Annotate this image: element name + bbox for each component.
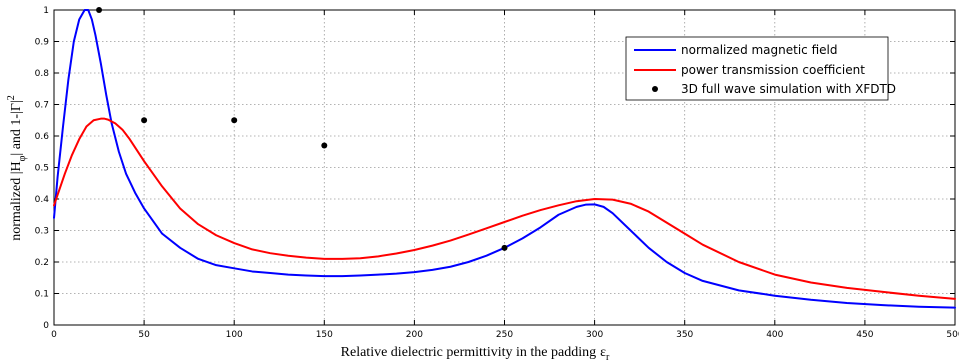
x-axis-label-subscript: r [606, 352, 610, 360]
data-point [96, 7, 103, 13]
series-line-0 [53, 9, 956, 309]
x-tick-label: 50 [138, 330, 150, 340]
y-tick-label: 0.8 [35, 69, 50, 79]
x-tick-label: 250 [496, 330, 513, 340]
ticks: 0 50 100 150 200 250 300 350 400 450 500 0 0.1 0.2 0.3… [35, 6, 959, 340]
y-tick-label: 0 [43, 321, 49, 331]
y-tick-label: 0.5 [35, 164, 49, 174]
legend-marker-xfdtd [652, 86, 658, 92]
x-tick-label: 400 [766, 330, 783, 340]
y-axis-label: normalized |Hφ| and 1-|Γ|2 [6, 95, 28, 241]
x-tick-label: 150 [316, 330, 333, 340]
series-line-1 [53, 117, 956, 300]
data-point [231, 117, 238, 124]
data-point [141, 117, 148, 124]
x-axis-label-text: Relative dielectric permittivity in the … [341, 345, 596, 360]
y-tick-label: 0.2 [35, 258, 49, 268]
x-tick-label: 0 [51, 330, 57, 340]
y-tick-label: 1 [43, 6, 49, 16]
y-tick-label: 0.1 [35, 290, 49, 300]
y-tick-label: 0.6 [35, 132, 50, 142]
series [53, 7, 956, 309]
y-tick-label: 0.4 [35, 195, 50, 205]
y-axis-label-sup: 2 [6, 95, 17, 100]
y-tick-label: 0.3 [35, 227, 49, 237]
legend-box [625, 36, 889, 101]
x-tick-label: 450 [856, 330, 873, 340]
y-tick-label: 0.7 [35, 101, 49, 111]
x-axis-label: Relative dielectric permittivity in the … [341, 345, 610, 360]
legend-label-xfdtd: 3D full wave simulation with XFDTD [681, 82, 896, 96]
x-tick-label: 200 [406, 330, 423, 340]
x-axis-label-symbol: ε [600, 345, 606, 360]
y-tick-label: 0.9 [35, 38, 50, 48]
y-axis-label-sub: φ [17, 155, 28, 161]
y-axis-label-pre: normalized |H [9, 161, 24, 240]
x-tick-label: 500 [946, 330, 959, 340]
x-tick-label: 100 [226, 330, 243, 340]
x-tick-label: 350 [676, 330, 693, 340]
data-point [321, 142, 328, 149]
data-point [501, 244, 508, 251]
legend: normalized magnetic field power transmis… [625, 36, 896, 101]
y-axis-label-mid: | and 1-|Γ| [9, 100, 24, 155]
legend-label-magnetic-field: normalized magnetic field [681, 43, 838, 57]
legend-label-power-transmission: power transmission coefficient [681, 63, 865, 77]
x-tick-label: 300 [586, 330, 603, 340]
